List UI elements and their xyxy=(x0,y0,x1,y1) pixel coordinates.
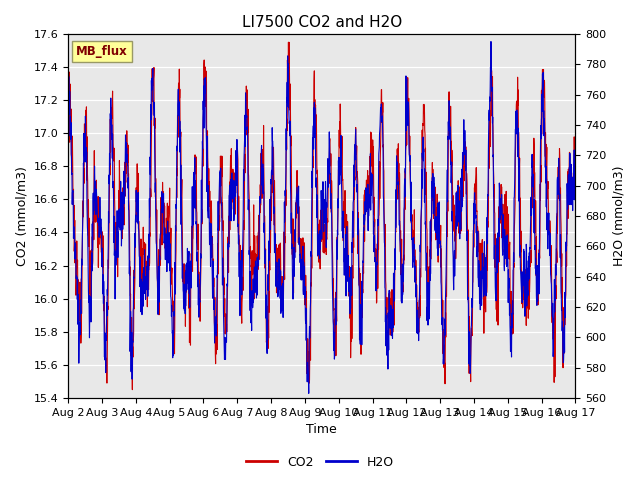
Y-axis label: CO2 (mmol/m3): CO2 (mmol/m3) xyxy=(15,166,28,266)
H2O xyxy=(557,289,565,295)
Title: LI7500 CO2 and H2O: LI7500 CO2 and H2O xyxy=(242,15,402,30)
X-axis label: Time: Time xyxy=(307,423,337,436)
H2O xyxy=(557,292,565,298)
Line: CO2: CO2 xyxy=(68,42,575,390)
CO2 xyxy=(90,185,98,191)
Line: H2O: H2O xyxy=(68,42,575,394)
H2O xyxy=(298,257,305,263)
CO2 xyxy=(64,147,72,153)
CO2 xyxy=(557,221,565,227)
CO2 xyxy=(312,104,319,110)
H2O xyxy=(305,391,312,396)
H2O xyxy=(572,187,579,193)
H2O xyxy=(311,124,319,130)
H2O xyxy=(90,197,98,203)
CO2 xyxy=(464,227,472,233)
Legend: CO2, H2O: CO2, H2O xyxy=(241,451,399,474)
H2O xyxy=(487,39,495,45)
CO2 xyxy=(572,171,579,177)
CO2 xyxy=(557,235,565,241)
Y-axis label: H2O (mmol/m3): H2O (mmol/m3) xyxy=(612,166,625,266)
CO2 xyxy=(285,39,292,45)
CO2 xyxy=(298,272,306,277)
H2O xyxy=(64,126,72,132)
H2O xyxy=(464,294,472,300)
CO2 xyxy=(129,387,136,393)
Text: MB_flux: MB_flux xyxy=(76,45,127,58)
